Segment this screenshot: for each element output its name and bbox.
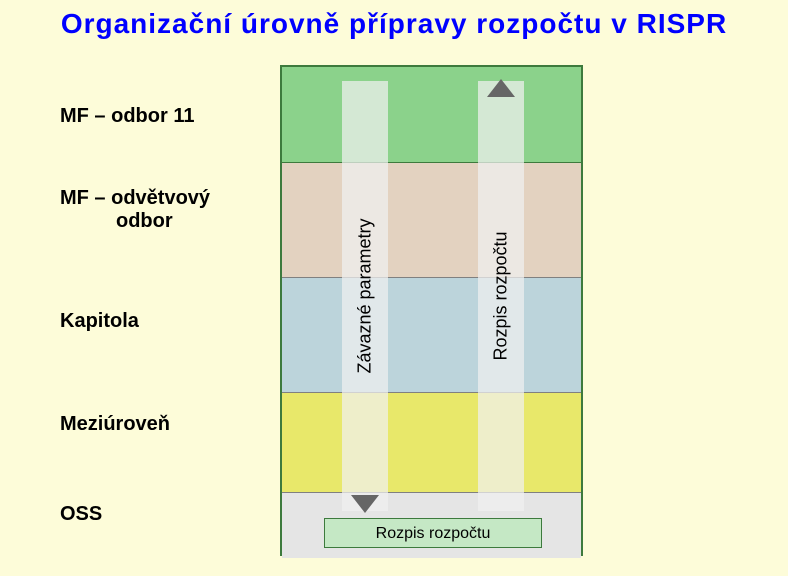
label-kapitola: Kapitola bbox=[60, 310, 139, 333]
band-mf-odvetvovy bbox=[282, 162, 581, 277]
diagram-box: Závazné parametry Rozpis rozpočtu Rozpis… bbox=[280, 65, 583, 556]
arrow-right-head-icon bbox=[487, 79, 515, 97]
band-mf-odbor-11 bbox=[282, 67, 581, 162]
label-oss: OSS bbox=[60, 503, 102, 526]
arrow-right-column: Rozpis rozpočtu bbox=[478, 81, 524, 511]
band-kapitola bbox=[282, 277, 581, 392]
arrow-right-label: Rozpis rozpočtu bbox=[491, 231, 512, 360]
label-mf-odbor-11: MF – odbor 11 bbox=[60, 105, 194, 128]
band-meziuroven bbox=[282, 392, 581, 492]
arrow-left-column: Závazné parametry bbox=[342, 81, 388, 511]
page-title: Organizační úrovně přípravy rozpočtu v R… bbox=[0, 0, 788, 40]
label-mf-odvetvovy: MF – odvětvovýodbor bbox=[60, 187, 210, 233]
bottom-box: Rozpis rozpočtu bbox=[324, 518, 542, 548]
bottom-box-label: Rozpis rozpočtu bbox=[376, 525, 491, 542]
label-meziuroven: Meziúroveň bbox=[60, 413, 170, 436]
arrow-left-label: Závazné parametry bbox=[355, 218, 376, 373]
arrow-left-head-icon bbox=[351, 495, 379, 513]
